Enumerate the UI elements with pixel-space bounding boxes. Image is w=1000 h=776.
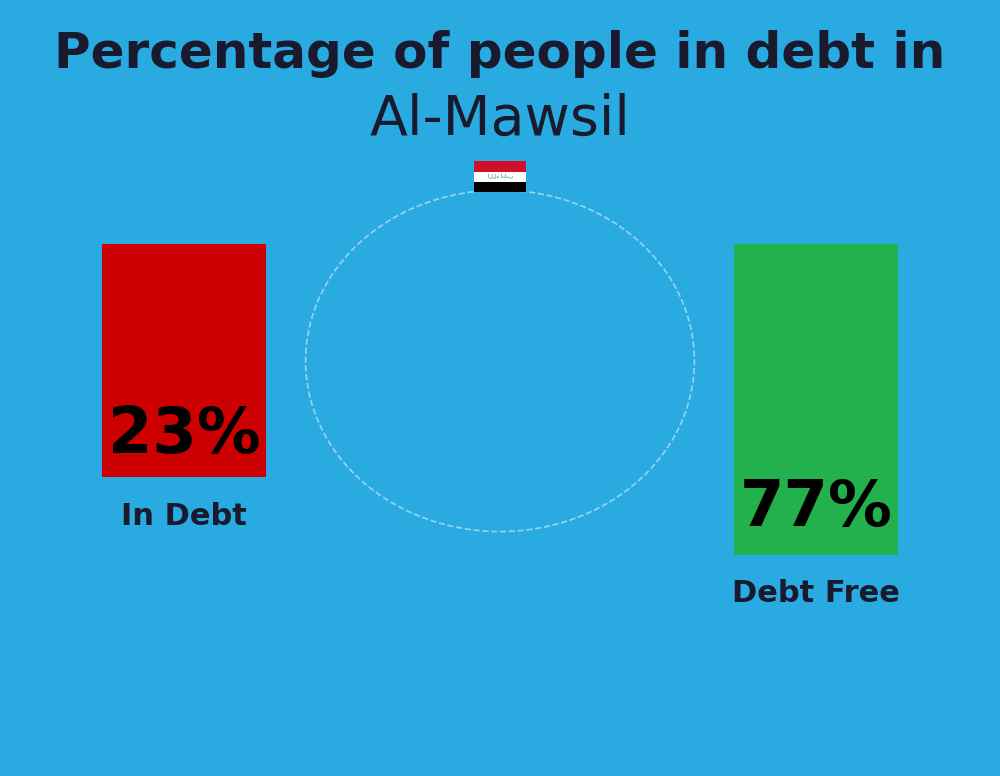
Text: In Debt: In Debt	[121, 501, 247, 531]
Text: Al-Mawsil: Al-Mawsil	[370, 93, 630, 147]
Text: 23%: 23%	[108, 404, 260, 466]
Text: الله أكبر: الله أكبر	[488, 175, 512, 179]
Bar	[102, 244, 266, 477]
Text: 77%: 77%	[740, 477, 892, 539]
Text: Percentage of people in debt in: Percentage of people in debt in	[54, 30, 946, 78]
Bar	[474, 182, 526, 192]
Bar	[474, 161, 526, 171]
Text: Debt Free: Debt Free	[732, 579, 900, 608]
Bar	[734, 244, 898, 555]
Bar	[474, 171, 526, 182]
